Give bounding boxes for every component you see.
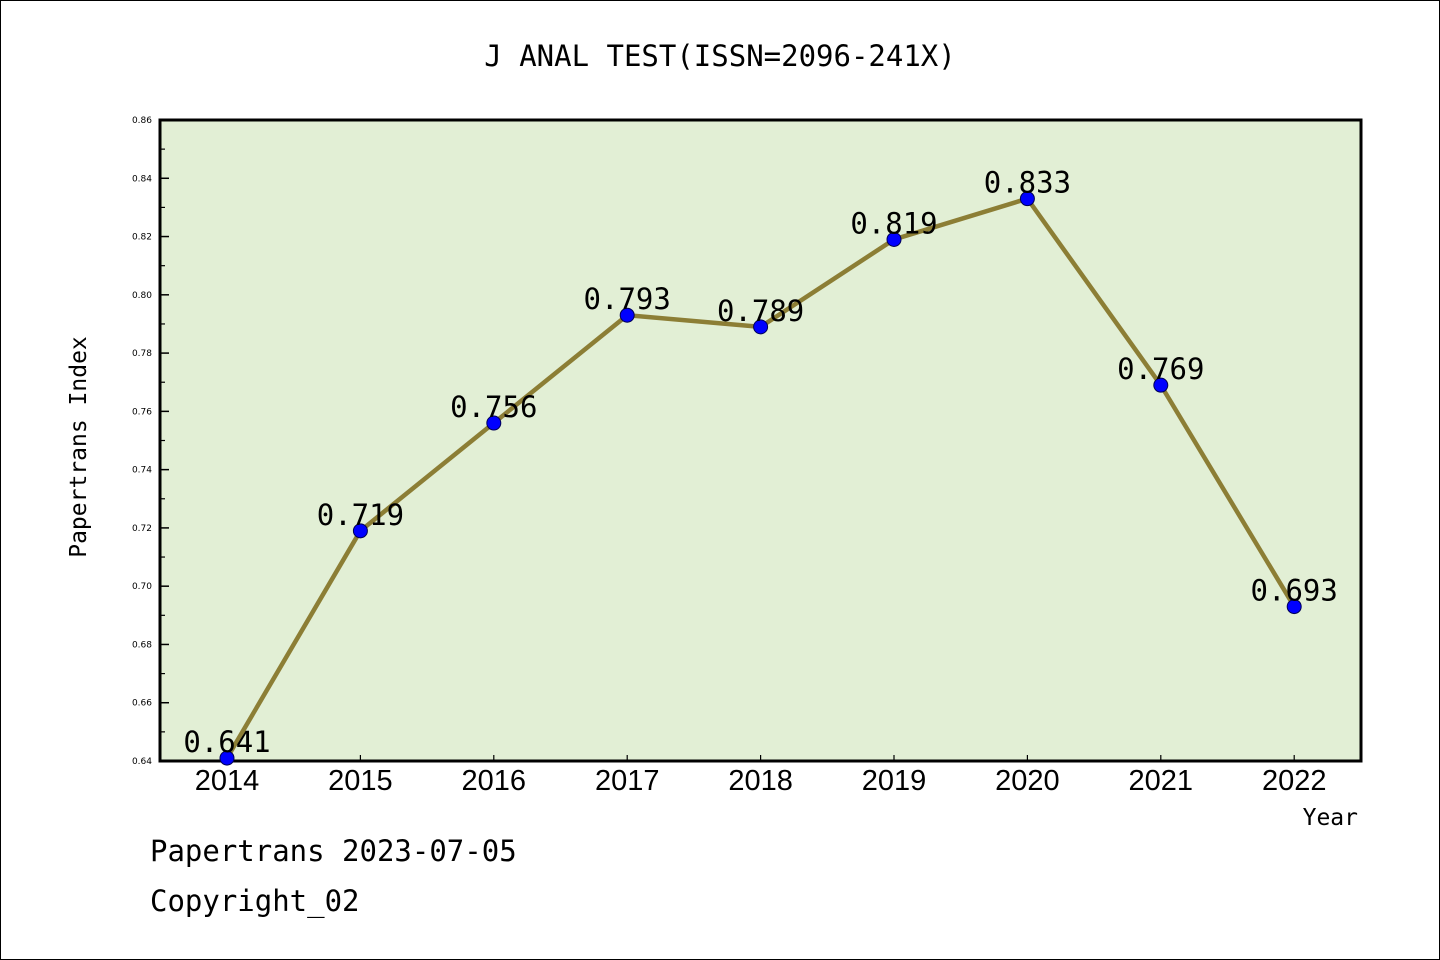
y-tick-label: 0.74	[132, 466, 152, 476]
x-tick-label: 2018	[728, 765, 793, 797]
x-tick-label: 2015	[328, 765, 393, 797]
y-tick-label: 0.72	[132, 524, 152, 534]
data-point-marker	[1019, 191, 1035, 207]
data-point-marker	[886, 231, 902, 247]
y-tick-label: 0.64	[132, 757, 152, 767]
copyright-text: Copyright_02	[150, 884, 360, 918]
data-point-marker	[619, 307, 635, 323]
data-label: 0.833	[984, 166, 1071, 200]
x-tick-label: 2019	[862, 765, 927, 797]
source-date-text: Papertrans 2023-07-05	[150, 834, 517, 868]
y-tick-label: 0.78	[132, 349, 152, 359]
y-tick-label: 0.86	[132, 116, 152, 126]
data-point-marker	[219, 750, 235, 766]
x-tick-label: 2020	[995, 765, 1060, 797]
data-label: 0.769	[1117, 352, 1204, 386]
y-tick-label: 0.82	[132, 233, 152, 243]
y-axis-ticks: 0.64 0.66 0.68 0.70 0.72 0.74 0.76 0.78 0.80 0.82…	[132, 116, 169, 767]
data-point-marker	[1153, 377, 1169, 393]
x-tick-label: 2021	[1129, 765, 1194, 797]
data-label: 0.756	[450, 390, 537, 424]
data-label: 0.693	[1251, 574, 1338, 608]
data-point-marker	[753, 319, 769, 335]
y-tick-label: 0.70	[132, 582, 152, 592]
x-tick-label: 2022	[1262, 765, 1327, 797]
y-tick-label: 0.76	[132, 407, 152, 417]
data-point-marker	[352, 523, 368, 539]
data-point-marker	[486, 415, 502, 431]
y-tick-label: 0.66	[132, 699, 152, 709]
x-axis-label: Year	[1303, 805, 1358, 831]
data-label: 0.719	[317, 498, 404, 532]
data-label: 0.789	[717, 294, 804, 328]
x-tick-label: 2014	[195, 765, 260, 797]
data-point-marker	[1286, 599, 1302, 615]
plot-area	[158, 118, 1363, 763]
data-label: 0.793	[584, 282, 671, 316]
chart-title: J ANAL TEST(ISSN=2096-241X)	[484, 39, 955, 73]
y-tick-label: 0.68	[132, 640, 152, 650]
x-axis-labels: 2014 2015 2016 2017 2018 2019 2020 2021 2022	[195, 755, 1327, 797]
y-tick-label: 0.80	[132, 291, 152, 301]
data-label: 0.819	[850, 206, 937, 240]
data-label: 0.641	[183, 725, 270, 759]
x-tick-label: 2016	[462, 765, 527, 797]
series-layer: 0.641 0.719 0.756 0.793 0.789 0.819 0.833 0.769…	[183, 166, 1338, 766]
x-tick-label: 2017	[595, 765, 660, 797]
y-tick-label: 0.84	[132, 174, 152, 184]
y-axis-label: Papertrans Index	[66, 336, 92, 558]
